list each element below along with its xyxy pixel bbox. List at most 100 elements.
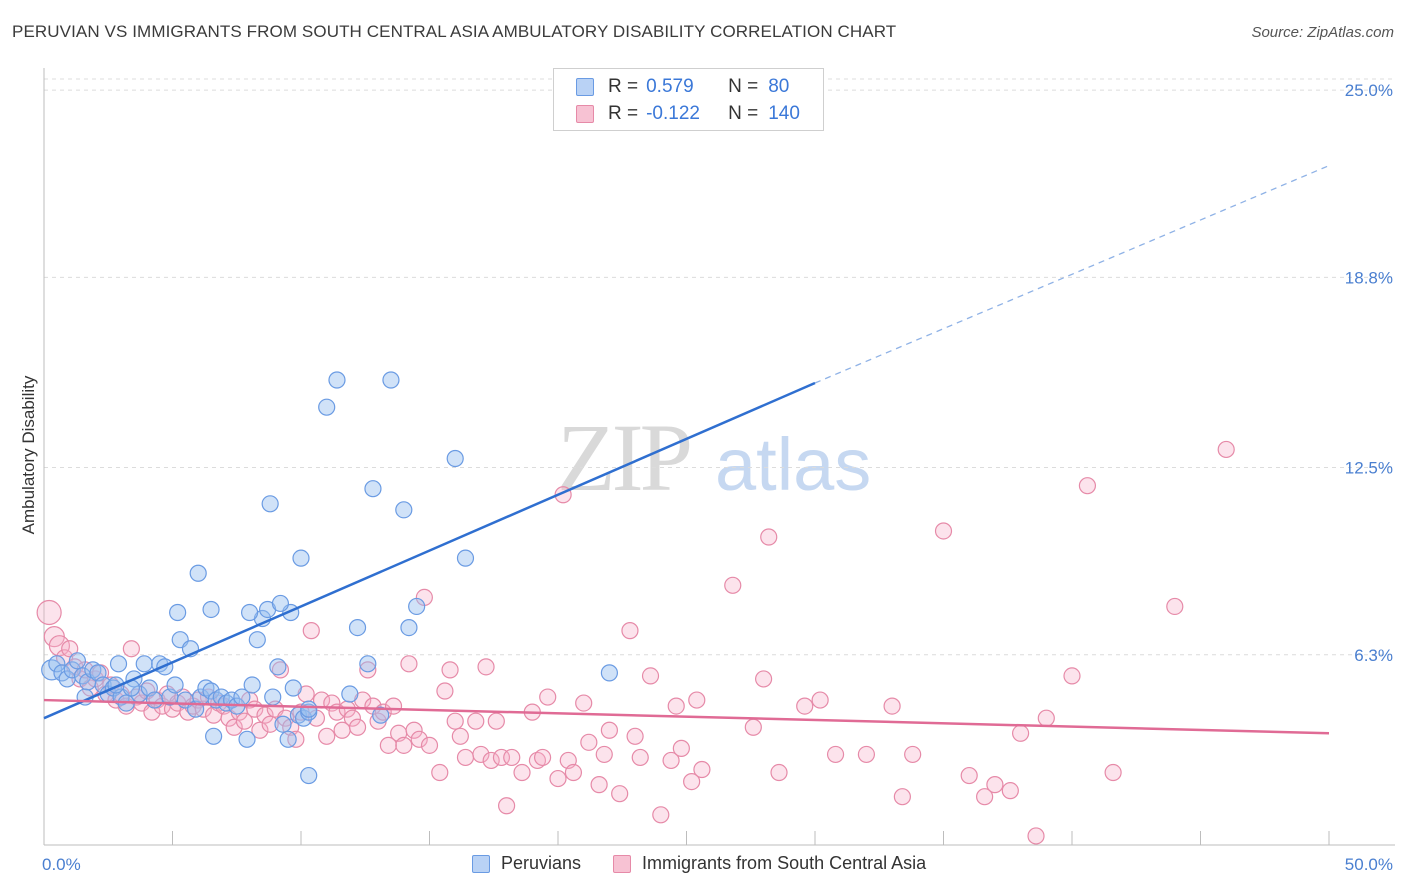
immigrant-point <box>549 769 567 788</box>
immigrant-point <box>343 709 361 727</box>
immigrant-point <box>441 661 459 679</box>
stats-legend: R = 0.579 N = 80 R = -0.122 N = 140 <box>553 68 824 131</box>
immigrant-point <box>302 622 320 640</box>
peruvian-point <box>348 618 367 637</box>
immigrant-point <box>472 745 490 764</box>
y-tick-label: 18.8% <box>1345 268 1393 287</box>
peruvian-point <box>372 706 390 724</box>
peruvian-point <box>84 661 102 679</box>
immigrant-point <box>621 622 639 640</box>
peruvian-point <box>261 495 279 513</box>
immigrant-point <box>1063 667 1081 685</box>
peruvian-point <box>189 564 207 582</box>
immigrant-point <box>395 736 413 754</box>
immigrant-point <box>1011 724 1030 742</box>
immigrant-point <box>467 712 485 730</box>
immigrant-point <box>36 599 62 626</box>
x-tick-label: 50.0% <box>1345 855 1393 874</box>
peruvian-point <box>274 715 292 733</box>
immigrant-point <box>61 640 79 658</box>
series-legend-immigrants: Immigrants from South Central Asia <box>613 853 926 874</box>
immigrant-point <box>1078 477 1097 495</box>
peruvian-point <box>395 501 413 519</box>
peruvian-point <box>264 688 282 706</box>
peruvian-point <box>359 655 377 673</box>
immigrant-point <box>564 763 583 782</box>
peruvian-point <box>197 679 215 697</box>
peruvian-point <box>456 549 475 567</box>
peruvian-point <box>63 661 81 679</box>
peruvian-point <box>284 679 302 697</box>
legend-r-label: R = <box>608 103 639 124</box>
tick-labels: 6.3% 12.5% 18.8% 25.0% 0.0% 50.0% <box>42 81 1393 874</box>
axes <box>43 68 1395 846</box>
immigrant-point <box>575 694 593 712</box>
immigrant-point <box>122 640 140 658</box>
legend-row-immigrants: R = -0.122 N = 140 <box>576 101 800 127</box>
peruvian-point <box>300 700 318 718</box>
y-tick-label: 25.0% <box>1345 81 1393 100</box>
immigrant-point <box>256 706 274 724</box>
immigrant-point <box>405 721 423 739</box>
immigrant-point <box>600 721 619 739</box>
immigrant-point <box>683 772 701 791</box>
immigrant-point <box>348 718 367 736</box>
immigrant-point <box>641 667 660 685</box>
x-tick-label: 0.0% <box>42 855 81 874</box>
peruvian-point <box>279 730 297 748</box>
trend-lines <box>43 165 1330 735</box>
legend-swatch-pink <box>576 105 594 123</box>
legend-row-peruvians: R = 0.579 N = 80 <box>576 74 789 100</box>
immigrant-point <box>528 751 547 770</box>
watermark: ZIP atlas <box>557 404 871 511</box>
immigrant-point <box>318 727 336 745</box>
series-legend-swatch-blue <box>472 854 490 873</box>
immigrant-point <box>477 658 495 676</box>
immigrant-point <box>770 763 788 782</box>
immigrant-point <box>451 727 469 745</box>
immigrant-point <box>652 806 670 824</box>
source-credit: Source: ZipAtlas.com <box>1251 24 1394 41</box>
immigrant-point <box>400 655 418 673</box>
immigrant-point <box>796 697 814 715</box>
immigrant-point <box>539 688 557 706</box>
peruvian-point <box>202 682 220 700</box>
peruvian-point <box>243 676 261 694</box>
immigrant-point <box>261 715 279 733</box>
legend-swatch-blue <box>576 78 594 96</box>
peruvian-trend-extension <box>814 165 1330 384</box>
immigrant-point <box>1104 763 1122 782</box>
immigrant-point <box>883 697 901 715</box>
immigrant-point <box>811 691 829 709</box>
immigrant-point <box>487 712 505 730</box>
immigrant-point <box>976 788 994 806</box>
grid-lines <box>44 78 1395 656</box>
series-legend-swatch-pink <box>613 854 632 873</box>
peruvian-point <box>135 655 153 673</box>
immigrant-point <box>456 748 475 767</box>
peruvian-point <box>400 618 418 637</box>
peruvian-point <box>217 694 236 712</box>
peruvian-point <box>145 691 164 709</box>
series-legend-label: Immigrants from South Central Asia <box>642 853 927 873</box>
immigrant-point <box>420 736 439 754</box>
immigrant-point <box>590 776 608 794</box>
peruvian-point <box>166 676 184 694</box>
immigrant-trend-line <box>43 698 1330 735</box>
watermark-zip: ZIP <box>557 404 690 511</box>
immigrant-point <box>724 576 742 594</box>
peruvian-point <box>446 449 464 468</box>
legend-r-label: R = <box>608 76 639 97</box>
immigrant-point <box>934 522 953 540</box>
immigrant-point <box>826 745 845 764</box>
immigrant-point <box>482 751 500 770</box>
peruvian-point <box>600 664 619 682</box>
immigrant-point <box>446 712 464 730</box>
chart-title: PERUVIAN VS IMMIGRANTS FROM SOUTH CENTRA… <box>12 22 897 41</box>
legend-n-value: 80 <box>768 76 790 97</box>
immigrant-point <box>225 718 243 736</box>
peruvian-point <box>382 371 400 389</box>
immigrant-point <box>1037 709 1055 727</box>
immigrant-point <box>986 776 1004 794</box>
